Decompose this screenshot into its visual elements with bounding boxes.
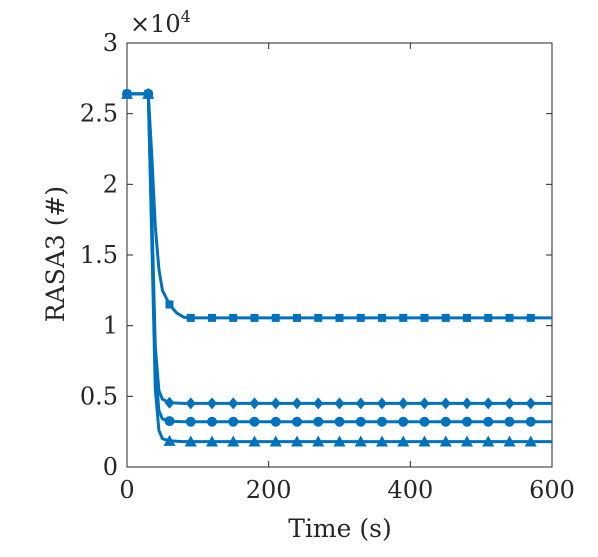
marker-diamond — [440, 397, 451, 410]
marker-diamond — [313, 397, 324, 410]
marker-circle — [185, 416, 196, 427]
marker-square — [420, 313, 429, 322]
marker-triangle — [227, 435, 240, 447]
marker-square — [250, 313, 259, 322]
marker-circle — [355, 416, 366, 427]
x-tick-label: 0 — [119, 476, 134, 504]
marker-square — [335, 313, 344, 322]
marker-square — [463, 313, 471, 322]
marker-square — [165, 300, 174, 309]
marker-triangle — [503, 435, 516, 447]
marker-diamond — [185, 397, 196, 410]
marker-square — [484, 313, 493, 322]
marker-circle — [334, 416, 345, 427]
marker-circle — [164, 416, 175, 427]
marker-triangle — [333, 435, 346, 447]
marker-diamond — [398, 397, 409, 410]
marker-triangle — [482, 435, 495, 447]
marker-square — [186, 313, 195, 322]
marker-triangle — [184, 435, 197, 447]
marker-square — [229, 313, 238, 322]
marker-square — [441, 313, 450, 322]
marker-triangle — [163, 434, 176, 446]
marker-triangle — [524, 435, 537, 447]
marker-triangle — [312, 435, 325, 447]
marker-diamond — [355, 397, 366, 410]
y-tick-label: 0 — [103, 453, 118, 481]
marker-diamond — [483, 397, 494, 410]
marker-diamond — [377, 397, 387, 410]
marker-square — [271, 313, 280, 322]
marker-diamond — [292, 397, 302, 410]
marker-circle — [504, 416, 515, 427]
marker-circle — [292, 416, 302, 427]
marker-diamond — [525, 397, 536, 410]
marker-circle — [228, 416, 239, 427]
marker-triangle — [121, 87, 133, 99]
y-axis-label: RASA3 (#) — [41, 186, 70, 322]
y-tick-label: 1 — [103, 312, 118, 340]
marker-diamond — [504, 397, 515, 410]
y-tick-label: 0.5 — [80, 382, 118, 410]
marker-diamond — [334, 397, 345, 410]
y-tick-label: 2.5 — [80, 100, 118, 128]
marker-triangle — [142, 87, 155, 99]
y-exponent-power: 4 — [181, 7, 191, 26]
x-tick-label: 600 — [529, 476, 575, 504]
marker-circle — [440, 416, 451, 427]
plot-area: 0 200 400 600 0 0.5 1 1.5 2 2.5 3 — [80, 29, 575, 504]
marker-circle — [419, 416, 430, 427]
marker-triangle — [248, 435, 261, 447]
marker-triangle — [397, 435, 410, 447]
marker-diamond — [249, 397, 260, 410]
marker-triangle — [354, 435, 367, 447]
marker-square — [505, 313, 514, 322]
y-tick-label: 2 — [103, 170, 118, 198]
marker-square — [293, 313, 301, 322]
marker-diamond — [462, 397, 472, 410]
series-line-triangle — [127, 92, 552, 444]
marker-square — [356, 313, 365, 322]
marker-circle — [313, 416, 324, 427]
marker-circle — [207, 416, 217, 427]
marker-diamond — [228, 397, 239, 410]
marker-square — [526, 313, 535, 322]
x-axis-label: Time (s) — [288, 514, 391, 543]
marker-diamond — [419, 397, 430, 410]
marker-square — [314, 313, 323, 322]
marker-diamond — [207, 397, 217, 410]
marker-circle — [398, 416, 409, 427]
marker-triangle — [269, 435, 282, 447]
y-exponent-label: ×104 — [130, 7, 191, 38]
axes-box — [126, 42, 553, 468]
marker-diamond — [270, 397, 281, 410]
marker-diamond — [164, 396, 175, 409]
x-tick-label: 400 — [387, 476, 433, 504]
marker-square — [208, 313, 216, 322]
marker-circle — [270, 416, 281, 427]
marker-circle — [525, 416, 536, 427]
marker-triangle — [439, 435, 452, 447]
y-tick-label: 1.5 — [80, 241, 118, 269]
x-tick-label: 200 — [246, 476, 292, 504]
y-tick-label: 3 — [103, 29, 118, 57]
marker-triangle — [206, 435, 218, 447]
marker-triangle — [291, 435, 303, 447]
marker-triangle — [376, 435, 388, 447]
marker-circle — [483, 416, 494, 427]
marker-circle — [377, 416, 387, 427]
marker-circle — [249, 416, 260, 427]
marker-square — [399, 313, 408, 322]
marker-square — [378, 313, 386, 322]
marker-circle — [462, 416, 472, 427]
marker-triangle — [461, 435, 473, 447]
marker-triangle — [418, 435, 431, 447]
